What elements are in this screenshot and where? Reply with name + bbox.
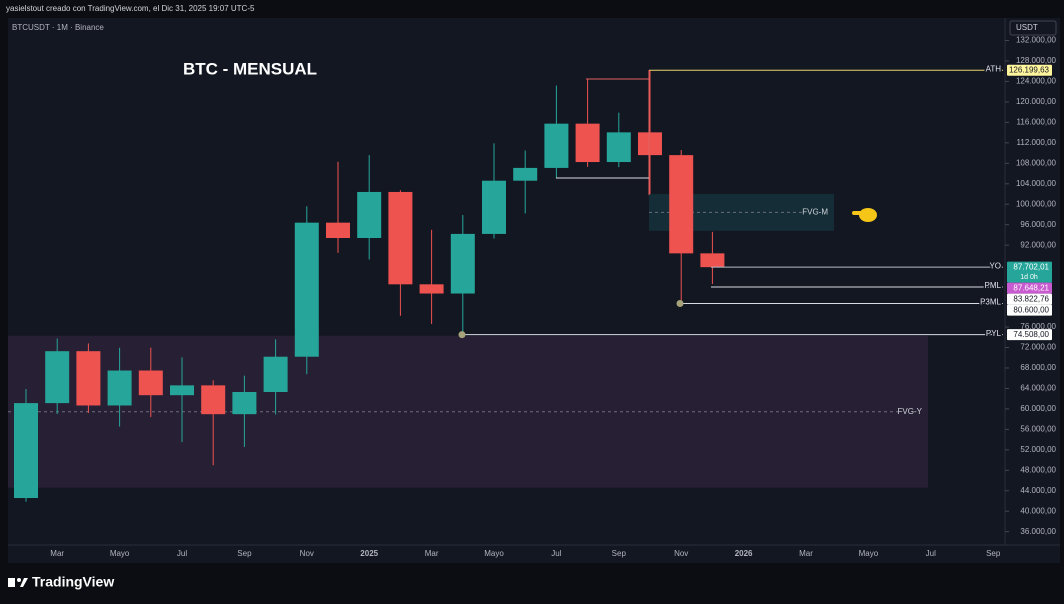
candle-body: [513, 167, 538, 181]
x-tick-label: Jul: [926, 549, 936, 558]
price-label: 83.822,76: [1013, 294, 1049, 303]
y-tick-label: 44.000,00: [1020, 486, 1056, 495]
x-tick-label: Mayo: [484, 549, 504, 558]
y-tick-label: 108.000,00: [1016, 158, 1057, 167]
y-tick-label: 128.000,00: [1016, 56, 1057, 65]
x-tick-label: Jul: [177, 549, 187, 558]
plot: ATH YO PML P3ML PYL: [14, 63, 1003, 502]
symbol: BTCUSDT · 1M · Binance: [12, 23, 104, 32]
level-name: PYL: [986, 329, 1002, 338]
y-tick-label: 104.000,00: [1016, 179, 1057, 188]
candle-body: [263, 356, 288, 393]
candle-body: [45, 351, 70, 404]
y-tick-label: 116.000,00: [1017, 117, 1057, 126]
brand: TradingView: [32, 574, 114, 590]
price-label: 87.702,01: [1013, 262, 1049, 271]
price-label: 74.508,00: [1013, 330, 1049, 339]
header: yasielstout creado con TradingView.com, …: [6, 4, 255, 13]
candle-body: [638, 132, 662, 156]
y-tick-label: 56.000,00: [1020, 424, 1056, 433]
axis: 132.000,00 128.000,00 124.000,00 120.000,00…: [50, 36, 1056, 558]
y-tick-label: 92.000,00: [1020, 240, 1056, 249]
level-name: P3ML: [980, 298, 1001, 307]
x-tick-label: Mar: [799, 549, 813, 558]
candle-body: [170, 385, 194, 396]
y-tick-label: 76.000,00: [1020, 322, 1056, 331]
candle-body: [700, 253, 725, 268]
y-tick-label: 124.000,00: [1016, 77, 1057, 86]
level-name: PML: [985, 281, 1002, 290]
y-tick-label: 120.000,00: [1016, 97, 1057, 106]
candle-body: [450, 233, 475, 294]
level-name: YO: [989, 261, 1001, 270]
price-label-box: [1007, 64, 1052, 76]
price-label: 87.648,21: [1013, 283, 1049, 292]
y-tick-label: 96.000,00: [1020, 220, 1056, 229]
y-tick-label: 52.000,00: [1020, 445, 1056, 454]
brand-logo: [8, 578, 28, 587]
candle-body: [606, 132, 631, 163]
candle-body: [294, 222, 319, 357]
candle-body: [388, 191, 413, 285]
currency: USDT: [1016, 23, 1038, 32]
y-tick-label: 68.000,00: [1020, 363, 1056, 372]
level-name: ATH: [986, 64, 1002, 73]
level-anchor: [676, 300, 684, 308]
y-tick-label: 36.000,00: [1020, 527, 1056, 536]
price-label-box: [1007, 329, 1052, 341]
candle-body: [138, 370, 163, 396]
price-label-box: [1007, 282, 1052, 294]
x-tick-label: Nov: [300, 549, 314, 558]
y-tick-label: 60.000,00: [1020, 404, 1056, 413]
candle-body: [326, 222, 350, 239]
zone-label: FVG-Y: [898, 407, 923, 416]
currency-box: [1009, 20, 1057, 36]
zone-label: FVG-M: [802, 208, 828, 217]
zone: [8, 335, 928, 488]
candle-body: [76, 351, 101, 406]
y-tick-label: 132.000,00: [1016, 36, 1057, 45]
candle-body: [575, 123, 600, 163]
price-label-box: [1007, 261, 1052, 283]
y-tick-label: 64.000,00: [1020, 384, 1056, 393]
y-tick-label: 112.000,00: [1017, 138, 1057, 147]
candle-body: [107, 370, 132, 406]
x-tick-label: Mayo: [859, 549, 879, 558]
candle-body: [482, 180, 506, 234]
x-tick-label: 2025: [360, 549, 378, 558]
x-tick-label: Sep: [612, 549, 627, 558]
candle-body: [669, 155, 694, 254]
level-anchor: [458, 331, 466, 339]
candle-body: [14, 403, 38, 499]
candle-body: [419, 284, 444, 294]
price-label: 80.600,00: [1013, 305, 1049, 314]
y-tick-label: 72.000,00: [1020, 343, 1056, 352]
y-tick-label: 40.000,00: [1020, 506, 1056, 515]
x-tick-label: Mar: [50, 549, 64, 558]
candle-body: [357, 191, 382, 239]
price-label: 126.199,63: [1009, 65, 1050, 74]
x-tick-label: Nov: [674, 549, 688, 558]
x-tick-label: Sep: [986, 549, 1001, 558]
price-label-box: [1007, 304, 1052, 316]
price-label-box: [1007, 293, 1052, 305]
candle-body: [544, 123, 569, 168]
pointing-hand: [852, 208, 877, 222]
y-tick-label: 100.000,00: [1016, 199, 1057, 208]
x-tick-label: Sep: [237, 549, 252, 558]
candle-body: [232, 392, 257, 415]
chart-title: BTC - MENSUAL: [183, 59, 317, 78]
x-tick-label: 2026: [735, 549, 753, 558]
candle-body: [201, 385, 226, 415]
x-tick-label: Mar: [425, 549, 439, 558]
y-tick-label: 48.000,00: [1020, 465, 1056, 474]
price-label-countdown: 1d 0h: [1020, 274, 1038, 281]
x-tick-label: Mayo: [110, 549, 130, 558]
x-tick-label: Jul: [551, 549, 561, 558]
